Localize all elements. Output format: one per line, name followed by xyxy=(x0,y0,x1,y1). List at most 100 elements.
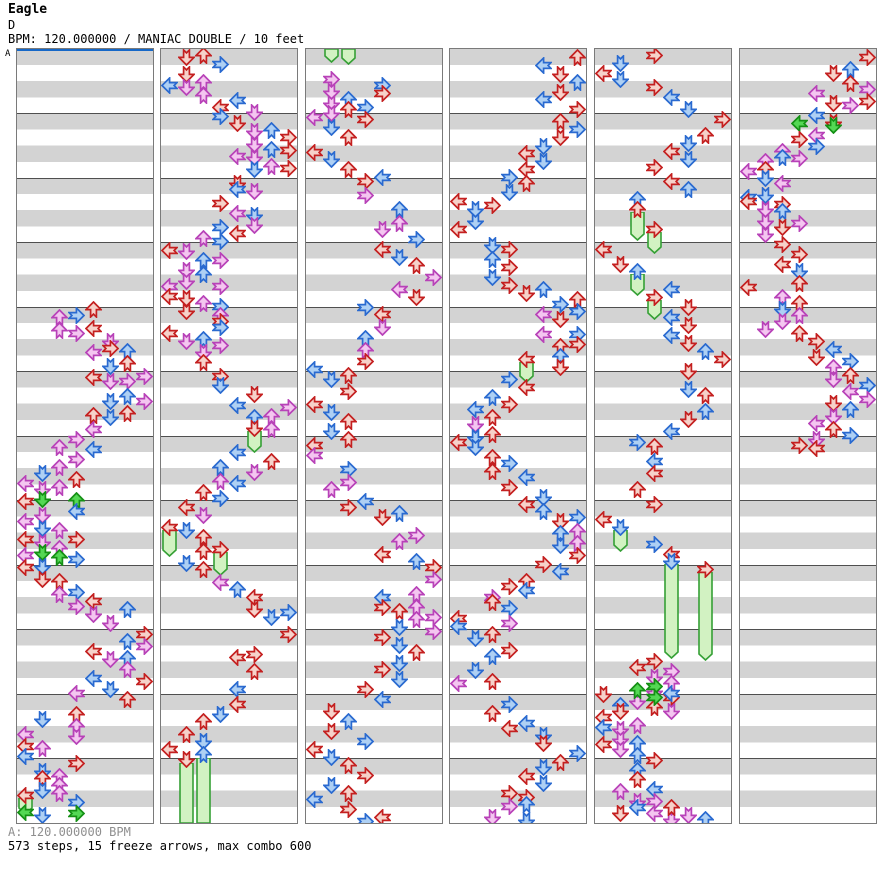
note-arrow-right xyxy=(569,302,586,320)
measure-line xyxy=(595,435,731,437)
note-arrow-left xyxy=(374,690,391,708)
note-arrow-left xyxy=(229,680,246,698)
note-arrow-down xyxy=(467,438,484,456)
note-arrow-up xyxy=(51,438,68,456)
note-arrow-right xyxy=(552,295,569,313)
measure-line xyxy=(595,564,731,566)
note-arrow-up xyxy=(51,784,68,802)
note-arrow-down xyxy=(212,376,229,394)
measure-line xyxy=(17,306,153,308)
measure-line xyxy=(450,177,586,179)
note-arrow-right xyxy=(212,232,229,250)
note-arrow-down xyxy=(246,103,263,121)
note-arrow-right xyxy=(357,186,374,204)
note-arrow-down xyxy=(757,186,774,204)
note-arrow-down xyxy=(34,557,51,575)
note-arrow-down xyxy=(323,702,340,720)
note-arrow-right xyxy=(501,577,518,595)
note-arrow-left xyxy=(663,280,680,298)
note-arrow-up xyxy=(680,180,697,198)
note-arrow-down xyxy=(552,310,569,328)
measure-line xyxy=(595,629,731,630)
measure-line xyxy=(450,113,586,114)
note-arrow-up xyxy=(391,214,408,232)
note-arrow-up xyxy=(195,265,212,283)
note-arrow-right xyxy=(646,535,663,553)
note-arrow-left xyxy=(17,747,34,765)
note-arrow-left xyxy=(535,90,552,108)
note-arrow-left xyxy=(518,767,535,785)
note-arrow-up xyxy=(340,160,357,178)
note-arrow-right xyxy=(68,530,85,548)
note-arrow-down xyxy=(808,348,825,366)
note-arrow-up xyxy=(85,300,102,318)
note-arrow-up xyxy=(697,810,714,823)
note-arrow-up xyxy=(629,716,646,734)
note-arrow-up xyxy=(569,49,586,66)
note-arrow-up xyxy=(51,458,68,476)
note-arrow-right xyxy=(68,430,85,448)
note-arrow-down xyxy=(102,680,119,698)
note-arrow-right xyxy=(68,804,85,822)
measure-line xyxy=(740,371,876,372)
note-arrow-down xyxy=(535,726,552,744)
note-arrow-left xyxy=(212,573,229,591)
note-arrow-right xyxy=(68,324,85,342)
note-arrow-left xyxy=(17,492,34,510)
note-arrow-left xyxy=(229,695,246,713)
note-arrow-up xyxy=(340,366,357,384)
note-arrow-left xyxy=(808,84,825,102)
note-arrow-left xyxy=(535,56,552,74)
section-a-line xyxy=(17,49,153,51)
note-arrow-left xyxy=(467,400,484,418)
freeze-arrow-body xyxy=(664,564,679,659)
note-arrow-up xyxy=(68,717,85,735)
note-arrow-right xyxy=(808,332,825,350)
note-arrow-down xyxy=(518,284,535,302)
note-arrow-left xyxy=(595,718,612,736)
note-arrow-up xyxy=(68,470,85,488)
freeze-arrow-body xyxy=(324,49,339,63)
note-arrow-up xyxy=(484,647,501,665)
note-arrow-left xyxy=(85,669,102,687)
note-arrow-right xyxy=(791,436,808,454)
note-arrow-left xyxy=(357,492,374,510)
note-arrow-up xyxy=(408,552,425,570)
note-arrow-down xyxy=(535,758,552,776)
note-arrow-up xyxy=(178,725,195,743)
note-arrow-up xyxy=(646,698,663,716)
note-arrow-down xyxy=(323,403,340,421)
note-arrow-right xyxy=(374,660,391,678)
note-arrow-up xyxy=(774,202,791,220)
note-arrow-up xyxy=(629,770,646,788)
note-arrow-down xyxy=(391,636,408,654)
note-arrow-right xyxy=(340,498,357,516)
note-arrow-down xyxy=(757,320,774,338)
measure-line xyxy=(595,500,731,501)
note-arrow-up xyxy=(629,262,646,280)
note-arrow-up xyxy=(119,404,136,422)
note-arrow-left xyxy=(450,674,467,692)
note-arrow-left xyxy=(306,740,323,758)
note-arrow-down xyxy=(552,83,569,101)
note-arrow-up xyxy=(484,425,501,443)
note-arrow-left xyxy=(518,350,535,368)
note-arrow-up xyxy=(263,420,280,438)
note-arrow-left xyxy=(774,255,791,273)
note-arrow-right xyxy=(791,245,808,263)
note-arrow-left xyxy=(229,91,246,109)
note-arrow-right xyxy=(501,395,518,413)
note-arrow-down xyxy=(680,362,697,380)
note-arrow-down xyxy=(34,519,51,537)
note-arrow-up xyxy=(484,250,501,268)
measure-line xyxy=(740,113,876,114)
note-arrow-left xyxy=(808,106,825,124)
note-arrow-up xyxy=(119,600,136,618)
note-arrow-down xyxy=(323,150,340,168)
chart-panel-6 xyxy=(739,48,877,824)
measure-line xyxy=(17,242,153,243)
note-arrow-down xyxy=(391,248,408,266)
note-arrow-right xyxy=(714,350,731,368)
measure-line xyxy=(161,564,297,566)
note-arrow-down xyxy=(246,385,263,403)
